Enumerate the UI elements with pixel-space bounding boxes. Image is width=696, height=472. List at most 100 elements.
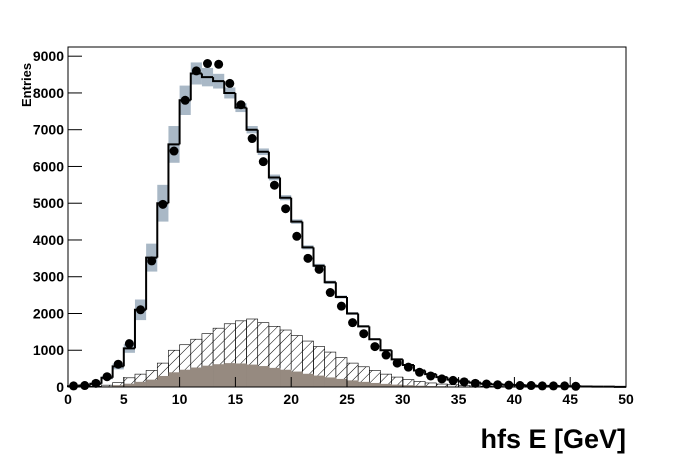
- data-point: [214, 59, 224, 69]
- data-point: [426, 371, 436, 381]
- filled-bar: [112, 385, 125, 387]
- data-point: [269, 180, 279, 190]
- filled-bar: [213, 364, 225, 387]
- data-point: [392, 358, 402, 368]
- filled-bar: [335, 378, 348, 387]
- y-tick-label: 2000: [33, 305, 64, 321]
- x-tick-label: 10: [172, 391, 188, 407]
- data-point: [448, 375, 458, 385]
- filled-bar: [391, 384, 404, 387]
- data-point: [359, 329, 369, 339]
- x-tick-label: 5: [120, 391, 128, 407]
- filled-bar: [168, 372, 180, 387]
- data-point: [493, 380, 503, 390]
- filled-bar: [402, 385, 415, 387]
- data-point: [482, 379, 491, 389]
- y-tick-label: 8000: [33, 85, 64, 101]
- filled-bar: [380, 383, 392, 387]
- x-axis-label: hfs E [GeV]: [480, 424, 626, 454]
- data-point: [537, 381, 547, 391]
- data-point: [91, 378, 101, 388]
- step-segment: [245, 107, 258, 131]
- data-point: [69, 381, 79, 391]
- y-tick-label: 5000: [33, 195, 64, 211]
- y-tick-label: 7000: [33, 122, 64, 138]
- x-tick-label: 25: [339, 391, 355, 407]
- data-point: [281, 204, 291, 214]
- data-point: [381, 350, 391, 360]
- x-tick-label: 50: [618, 391, 634, 407]
- y-tick-label: 1000: [33, 342, 64, 358]
- x-tick-label: 0: [64, 391, 72, 407]
- filled-bar: [123, 383, 136, 387]
- filled-bar: [257, 366, 270, 387]
- filled-bar: [246, 364, 259, 387]
- data-point: [102, 372, 112, 382]
- step-segment: [167, 143, 180, 204]
- step-segment: [223, 81, 236, 94]
- y-tick-label: 0: [56, 379, 64, 395]
- data-point: [370, 342, 380, 352]
- data-point: [169, 146, 179, 156]
- data-point: [180, 95, 190, 105]
- data-point: [515, 381, 525, 391]
- filled-bar: [413, 385, 426, 387]
- filled-bar: [190, 367, 203, 387]
- filled-bar: [235, 363, 247, 387]
- step-segment: [200, 73, 214, 79]
- step-segment: [279, 177, 292, 199]
- data-point: [303, 253, 313, 263]
- data-point: [236, 100, 246, 110]
- y-tick-label: 3000: [33, 269, 64, 285]
- data-point: [571, 381, 581, 391]
- x-tick-label: 45: [562, 391, 578, 407]
- x-tick-label: 20: [283, 391, 299, 407]
- filled-bar: [134, 381, 147, 387]
- data-point: [504, 380, 514, 390]
- data-point: [113, 359, 123, 369]
- data-point: [147, 256, 157, 266]
- filled-bar: [347, 380, 359, 387]
- data-point: [258, 157, 268, 167]
- step-segment: [379, 339, 392, 352]
- data-point: [415, 367, 425, 377]
- x-tick-label: 15: [228, 391, 244, 407]
- filled-bar: [313, 375, 325, 387]
- data-point: [158, 199, 168, 209]
- filled-bar: [179, 369, 192, 387]
- data-point: [548, 381, 558, 391]
- x-tick-label: 35: [451, 391, 467, 407]
- step-segment: [122, 347, 135, 367]
- step-segment: [301, 221, 314, 249]
- data-point: [124, 339, 134, 349]
- step-segment: [346, 296, 359, 315]
- step-segment: [212, 77, 225, 83]
- filled-bar: [358, 381, 370, 387]
- filled-bar: [201, 365, 214, 387]
- data-point: [560, 381, 570, 391]
- data-point: [80, 381, 90, 391]
- filled-bar: [268, 367, 281, 387]
- data-point: [336, 301, 346, 311]
- step-segment: [323, 265, 336, 284]
- data-point: [348, 318, 358, 328]
- filled-bar: [302, 373, 314, 387]
- data-point: [203, 59, 212, 69]
- filled-bar: [324, 377, 337, 387]
- data-point: [437, 374, 447, 384]
- step-segment: [357, 313, 370, 328]
- data-point: [247, 134, 257, 144]
- data-point: [459, 377, 469, 387]
- x-tick-label: 40: [507, 391, 523, 407]
- data-point: [136, 305, 146, 315]
- step-segment: [256, 129, 269, 153]
- filled-bar: [224, 363, 236, 387]
- data-point: [314, 264, 324, 274]
- data-point: [292, 231, 302, 241]
- data-point: [403, 362, 413, 372]
- filled-bar: [291, 371, 303, 387]
- y-tick-label: 6000: [33, 158, 64, 174]
- data-point: [325, 288, 335, 298]
